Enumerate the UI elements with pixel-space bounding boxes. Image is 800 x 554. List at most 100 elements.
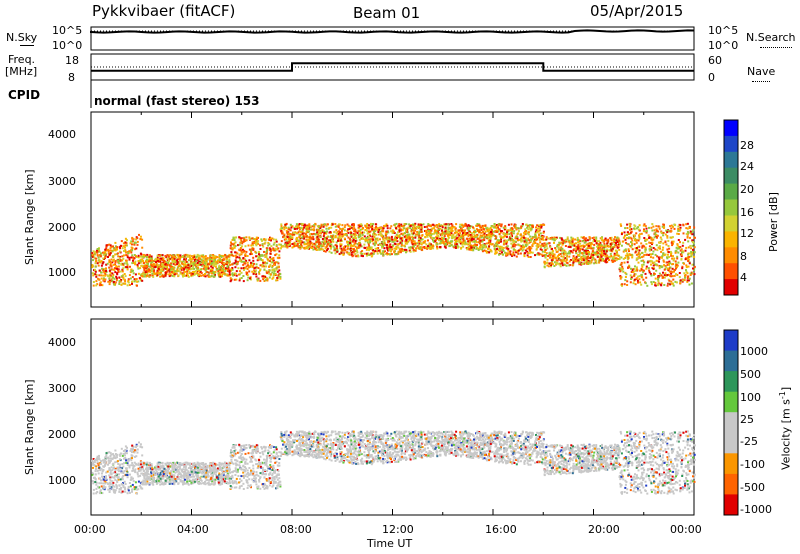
power-echo-cell [584,257,587,260]
power-echo-cell [100,277,103,280]
velocity-echo-cell [683,480,686,483]
velocity-echo-cell [241,450,244,453]
velocity-echo-cell [476,445,479,448]
power-echo-cell [359,235,362,238]
power-echo-cell [233,239,236,242]
velocity-echo-cell [113,475,116,478]
power-echo-cell [137,256,140,259]
velocity-echo-cell [177,463,180,466]
power-echo-cell [131,280,134,283]
velocity-echo-cell [513,437,516,440]
power-echo-cell [276,270,279,273]
power-echo-cell [299,237,302,240]
velocity-echo-cell [467,453,470,456]
power-echo-cell [114,260,117,263]
velocity-echo-cell [620,432,623,435]
power-echo-cell [177,274,180,277]
power-echo-cell [603,246,606,249]
velocity-echo-cell [92,482,95,485]
velocity-echo-cell [203,472,206,475]
power-echo-cell [235,236,238,239]
power-echo-cell [650,281,653,284]
power-echo-cell [441,224,444,227]
power-echo-cell [275,279,277,282]
velocity-echo-cell [375,435,378,438]
velocity-echo-cell [334,451,337,454]
power-echo-cell [665,243,668,246]
velocity-echo-cell [577,453,580,456]
velocity-echo-cell [308,445,311,448]
power-echo-cell [382,234,385,237]
power-echo-cell [222,262,225,264]
velocity-echo-cell [587,457,589,460]
velocity-echo-cell [644,454,647,457]
velocity-echo-cell [121,490,124,493]
power-echo-cell [685,223,688,226]
velocity-echo-cell [144,481,147,484]
velocity-echo-cell [357,438,360,440]
power-colorbar-frame [723,119,739,296]
velocity-echo-cell [175,464,177,467]
power-echo-cell [583,249,586,252]
velocity-echo-cell [329,442,332,445]
power-colorbar-segment [724,183,738,200]
velocity-echo-cell [546,455,549,458]
power-echo-cell [656,249,659,252]
power-echo-cell [685,227,688,230]
velocity-echo-cell [254,449,257,451]
velocity-echo-cell [298,434,301,437]
velocity-echo-cell [658,475,661,477]
velocity-echo-cell [375,433,378,436]
power-echo-cell [433,232,436,235]
velocity-echo-cell [339,455,342,457]
power-echo-cell [662,242,665,245]
velocity-echo-cell [139,469,142,472]
velocity-echo-cell [336,438,339,441]
power-echo-cell [667,245,670,247]
velocity-echo-cell [252,467,255,470]
velocity-echo-cell [183,463,186,466]
power-echo-cell [156,274,159,277]
velocity-echo-cell [565,461,568,464]
velocity-echo-cell [631,450,634,453]
power-echo-cell [687,252,690,255]
velocity-echo-cell [324,458,327,461]
power-echo-cell [252,259,255,262]
velocity-echo-cell [543,431,546,434]
velocity-echo-cell [261,447,263,450]
velocity-echo-cell [98,482,101,485]
power-echo-cell [650,246,653,249]
velocity-echo-cell [647,442,650,444]
power-echo-cell [232,255,235,257]
power-echo-cell [384,243,387,246]
power-echo-cell [235,274,238,277]
velocity-echo-cell [377,438,380,441]
power-echo-cell [669,270,671,273]
power-echo-cell [185,253,188,256]
velocity-echo-cell [527,445,530,448]
power-echo-cell [136,284,138,287]
velocity-echo-cell [202,462,205,464]
velocity-echo-cell [416,450,419,452]
velocity-echo-cell [412,445,415,448]
velocity-echo-cell [653,443,656,446]
power-echo-cell [151,272,154,275]
velocity-echo-cell [542,452,545,455]
velocity-echo-cell [230,477,233,480]
velocity-cbar-tick-m100: -100 [740,458,765,471]
power-echo-cell [659,236,662,239]
power-echo-cell [528,225,531,228]
velocity-echo-cell [209,463,212,466]
velocity-echo-cell [377,441,380,444]
power-echo-cell [128,284,131,286]
power-echo-cell [250,264,253,267]
velocity-echo-cell [442,445,445,447]
velocity-echo-cell [397,460,400,463]
velocity-echo-cell [686,435,689,438]
velocity-echo-cell [159,479,162,482]
power-echo-cell [442,237,445,240]
power-echo-cell [667,251,670,254]
power-echo-cell [298,247,301,250]
power-echo-cell [404,240,407,243]
velocity-echo-cell [108,467,111,470]
